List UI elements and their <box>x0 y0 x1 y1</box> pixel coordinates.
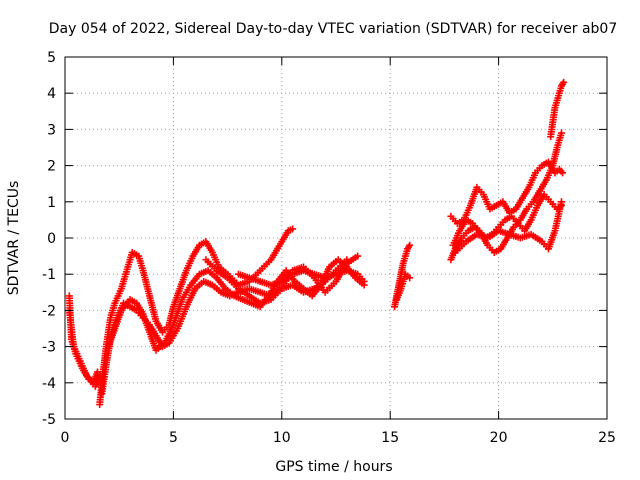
x-axis-title: GPS time / hours <box>275 459 392 475</box>
x-tick-label: 10 <box>273 430 291 446</box>
y-tick-label: 2 <box>47 159 56 175</box>
x-tick-label: 5 <box>169 430 178 446</box>
y-tick-label: -1 <box>42 267 56 283</box>
y-axis-title: SDTVAR / TECUs <box>6 181 22 296</box>
data-point <box>557 129 565 137</box>
data-point <box>360 281 368 289</box>
x-tick-label: 20 <box>490 430 508 446</box>
data-point <box>557 198 565 206</box>
x-tick-label: 0 <box>61 430 70 446</box>
x-tick-label: 15 <box>381 430 399 446</box>
y-tick-label: -5 <box>42 412 56 428</box>
axis-ticks: 0 5 10 15 20 25 -5 -4 -3 -2 -1 0 1 2 3 4 5 <box>42 50 616 446</box>
data-point <box>406 241 414 249</box>
y-tick-label: 4 <box>47 86 56 102</box>
data-point <box>560 78 568 86</box>
data-point <box>289 225 297 233</box>
data-point <box>354 252 362 260</box>
y-tick-label: 5 <box>47 50 56 66</box>
y-tick-label: -3 <box>42 340 56 356</box>
data-points <box>65 78 568 409</box>
x-tick-label: 25 <box>598 430 616 446</box>
y-tick-label: 0 <box>47 231 56 247</box>
y-tick-label: 3 <box>47 122 56 138</box>
y-tick-label: 1 <box>47 195 56 211</box>
data-point <box>559 169 567 177</box>
y-tick-label: -2 <box>42 303 56 319</box>
data-point <box>406 274 414 282</box>
chart-title: Day 054 of 2022, Sidereal Day-to-day VTE… <box>49 21 618 37</box>
y-tick-label: -4 <box>42 376 56 392</box>
